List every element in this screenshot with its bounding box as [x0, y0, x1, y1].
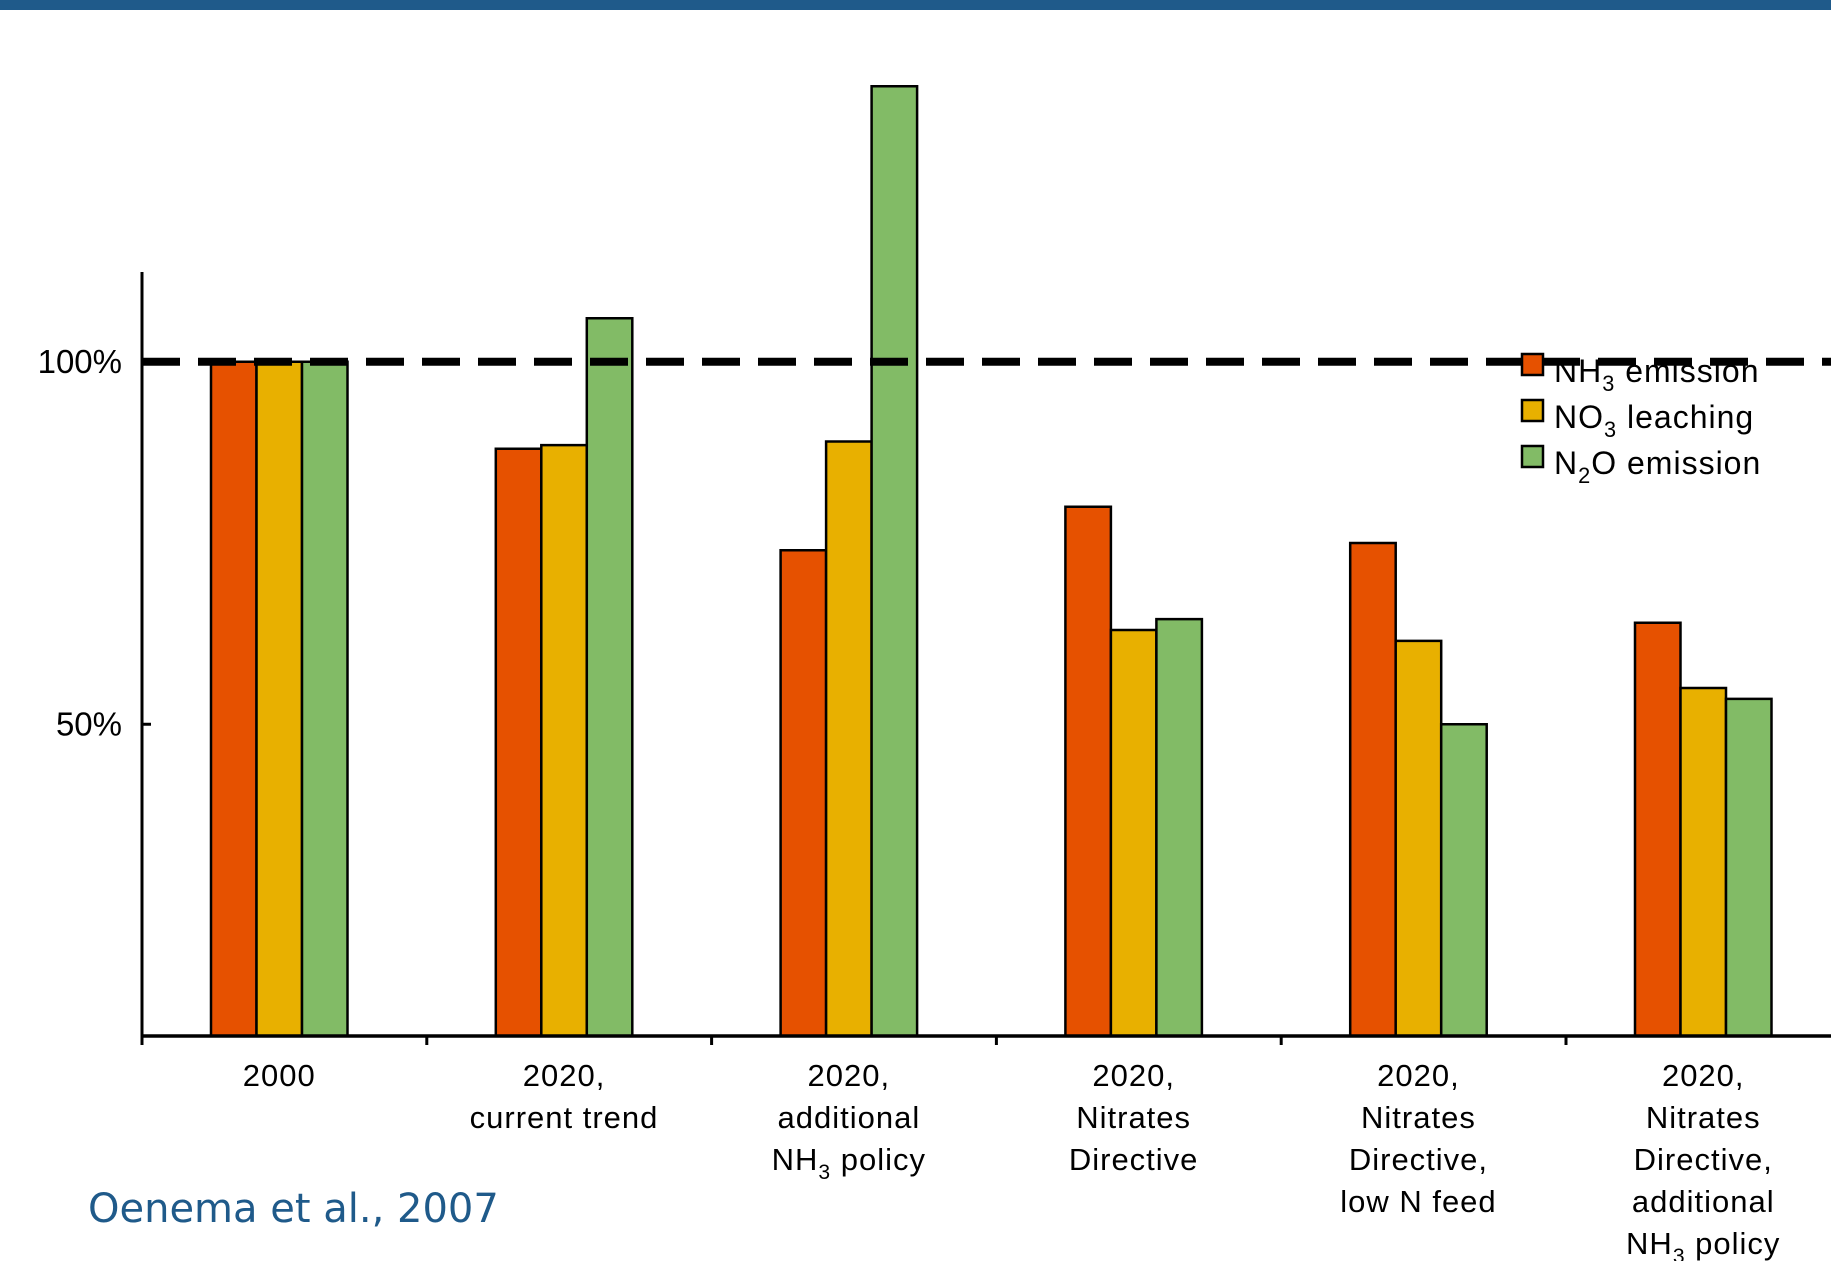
legend-swatch [1520, 352, 1545, 377]
legend-label: NO3 leaching [1554, 399, 1754, 442]
bar-n2o-emission [300, 360, 349, 1038]
bar-n2o-emission [870, 85, 919, 1038]
y-tick-label: 50% [56, 705, 122, 742]
bar-no3-leaching [824, 440, 873, 1038]
top-rule [0, 0, 1831, 10]
bar-nh3-emission [1348, 541, 1397, 1038]
category-label: NH3 policy [1626, 1226, 1780, 1261]
category-label: Nitrates [1646, 1100, 1761, 1135]
category-label: Nitrates [1361, 1100, 1476, 1135]
category-label: additional [1632, 1184, 1775, 1219]
bar-nh3-emission [209, 360, 258, 1038]
legend-label: N2O emission [1554, 445, 1761, 488]
bar-nh3-emission [494, 447, 543, 1038]
bar-no3-leaching [540, 443, 589, 1038]
category-label: additional [777, 1100, 920, 1135]
category-label: 2000 [243, 1058, 316, 1093]
category-label: 2020, [1662, 1058, 1745, 1093]
category-label: Nitrates [1076, 1100, 1191, 1135]
bar-no3-leaching [1679, 686, 1728, 1038]
bar-nh3-emission [1064, 505, 1113, 1038]
bar-n2o-emission [1155, 617, 1204, 1038]
category-label: 2020, [808, 1058, 891, 1093]
category-label: 2020, [1377, 1058, 1460, 1093]
bar-n2o-emission [1439, 723, 1488, 1038]
category-label: 2020, [1092, 1058, 1175, 1093]
legend-label: NH3 emission [1554, 353, 1759, 396]
legend-swatch [1520, 398, 1545, 423]
legend-swatch [1520, 444, 1545, 469]
category-label: current trend [470, 1100, 659, 1135]
category-label: low N feed [1340, 1184, 1496, 1219]
category-label: NH3 policy [772, 1142, 926, 1184]
bar-n2o-emission [585, 317, 634, 1038]
source-credit: Oenema et al., 2007 [88, 1186, 499, 1232]
category-label: 2020, [523, 1058, 606, 1093]
category-label: Directive, [1634, 1142, 1773, 1177]
bar-no3-leaching [255, 360, 304, 1038]
bar-no3-leaching [1109, 628, 1158, 1038]
bar-nh3-emission [1633, 621, 1682, 1038]
bar-nh3-emission [779, 549, 828, 1038]
category-label: Directive [1069, 1142, 1199, 1177]
bar-n2o-emission [1724, 697, 1773, 1038]
plot-area: 50% 100% 2000 2020, current trend 2020, additi… [38, 85, 1831, 1261]
category-label: Directive, [1349, 1142, 1488, 1177]
bar-no3-leaching [1394, 639, 1443, 1038]
y-tick-label: 100% [38, 343, 122, 380]
